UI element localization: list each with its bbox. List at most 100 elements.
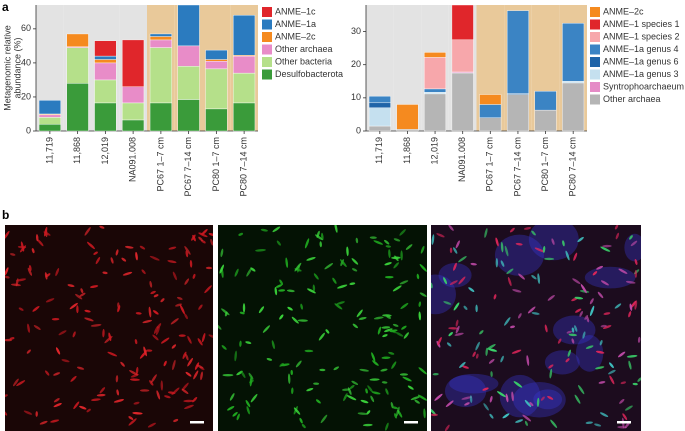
- cell: [70, 375, 77, 382]
- cell: [585, 345, 594, 349]
- cell: [373, 240, 384, 245]
- cell: [388, 249, 391, 258]
- cell: [192, 396, 198, 403]
- cell: [455, 240, 460, 249]
- cell: [12, 378, 19, 387]
- cell: [572, 278, 581, 285]
- cell: [589, 305, 595, 317]
- cell: [618, 268, 628, 274]
- legend-label: Other bacteria: [275, 56, 332, 66]
- cell: [172, 271, 177, 281]
- blob: [533, 389, 563, 410]
- x-tick-label: PC80 7–14 cm: [239, 137, 249, 197]
- cell: [373, 316, 384, 320]
- cell: [173, 418, 179, 422]
- cell: [178, 334, 186, 337]
- bar-segment: [38, 117, 61, 125]
- cell: [418, 311, 422, 321]
- cell: [448, 327, 458, 330]
- cell: [18, 307, 24, 311]
- cell: [229, 393, 235, 401]
- cell: [595, 350, 605, 354]
- blob: [552, 315, 596, 345]
- cell: [600, 246, 611, 252]
- cell: [239, 311, 245, 315]
- cell: [600, 324, 607, 328]
- blob: [449, 373, 499, 394]
- cell: [405, 244, 413, 250]
- x-tick-label: PC80 1–7 cm: [540, 137, 550, 192]
- cell: [431, 282, 433, 289]
- cell: [448, 331, 453, 337]
- cell: [272, 226, 281, 233]
- cell: [512, 289, 522, 293]
- cell: [239, 340, 242, 347]
- cell: [149, 255, 160, 261]
- cell: [39, 420, 48, 425]
- cell: [290, 369, 293, 376]
- cell: [392, 285, 402, 292]
- cell: [489, 395, 493, 403]
- cell: [90, 323, 102, 327]
- cell: [176, 296, 183, 300]
- cell: [595, 366, 605, 370]
- x-tick-label: PC80 7–14 cm: [568, 137, 578, 197]
- cell: [120, 361, 125, 367]
- bar-segment: [94, 55, 117, 60]
- cell: [139, 245, 146, 250]
- cell: [346, 395, 357, 401]
- cell: [163, 360, 167, 367]
- cell: [547, 295, 555, 301]
- cell: [185, 353, 189, 361]
- cell: [565, 250, 570, 261]
- cell: [399, 373, 408, 376]
- cell: [357, 412, 368, 415]
- cell: [319, 241, 322, 248]
- y-axis-label: Metagenomic relative: [2, 25, 12, 111]
- bar-segment: [205, 60, 228, 70]
- cell: [352, 323, 358, 329]
- cell: [160, 380, 164, 391]
- cell: [260, 228, 268, 232]
- cell: [443, 301, 452, 305]
- cell: [246, 267, 253, 277]
- cell: [449, 247, 453, 253]
- cell: [500, 355, 504, 363]
- cell: [295, 360, 302, 368]
- cell: [349, 282, 356, 285]
- legend-swatch: [262, 44, 272, 55]
- legend-swatch: [590, 7, 600, 17]
- cell: [152, 334, 159, 341]
- cell: [381, 381, 388, 384]
- cell: [482, 387, 489, 391]
- cell: [43, 231, 51, 236]
- cell: [210, 238, 213, 246]
- cell: [129, 370, 139, 376]
- cell: [278, 289, 286, 292]
- blob: [438, 262, 472, 288]
- cell: [495, 237, 499, 247]
- cell: [629, 303, 633, 311]
- cell: [187, 357, 194, 367]
- cell: [617, 426, 628, 429]
- cell: [562, 240, 565, 247]
- cell: [5, 230, 10, 240]
- cell: [152, 310, 159, 315]
- cell: [448, 225, 454, 231]
- cell: [608, 369, 616, 375]
- cell: [76, 366, 85, 370]
- cell: [293, 407, 301, 415]
- cell: [87, 241, 95, 250]
- scale-bar: [190, 421, 204, 424]
- cell: [542, 245, 546, 253]
- cell: [509, 227, 515, 233]
- cell: [463, 305, 468, 310]
- cell: [523, 227, 532, 230]
- cell: [135, 366, 139, 375]
- cell: [142, 319, 153, 324]
- cell: [351, 268, 358, 272]
- cell: [505, 393, 509, 403]
- cell: [461, 396, 473, 400]
- cell: [446, 342, 452, 347]
- cell: [287, 306, 293, 311]
